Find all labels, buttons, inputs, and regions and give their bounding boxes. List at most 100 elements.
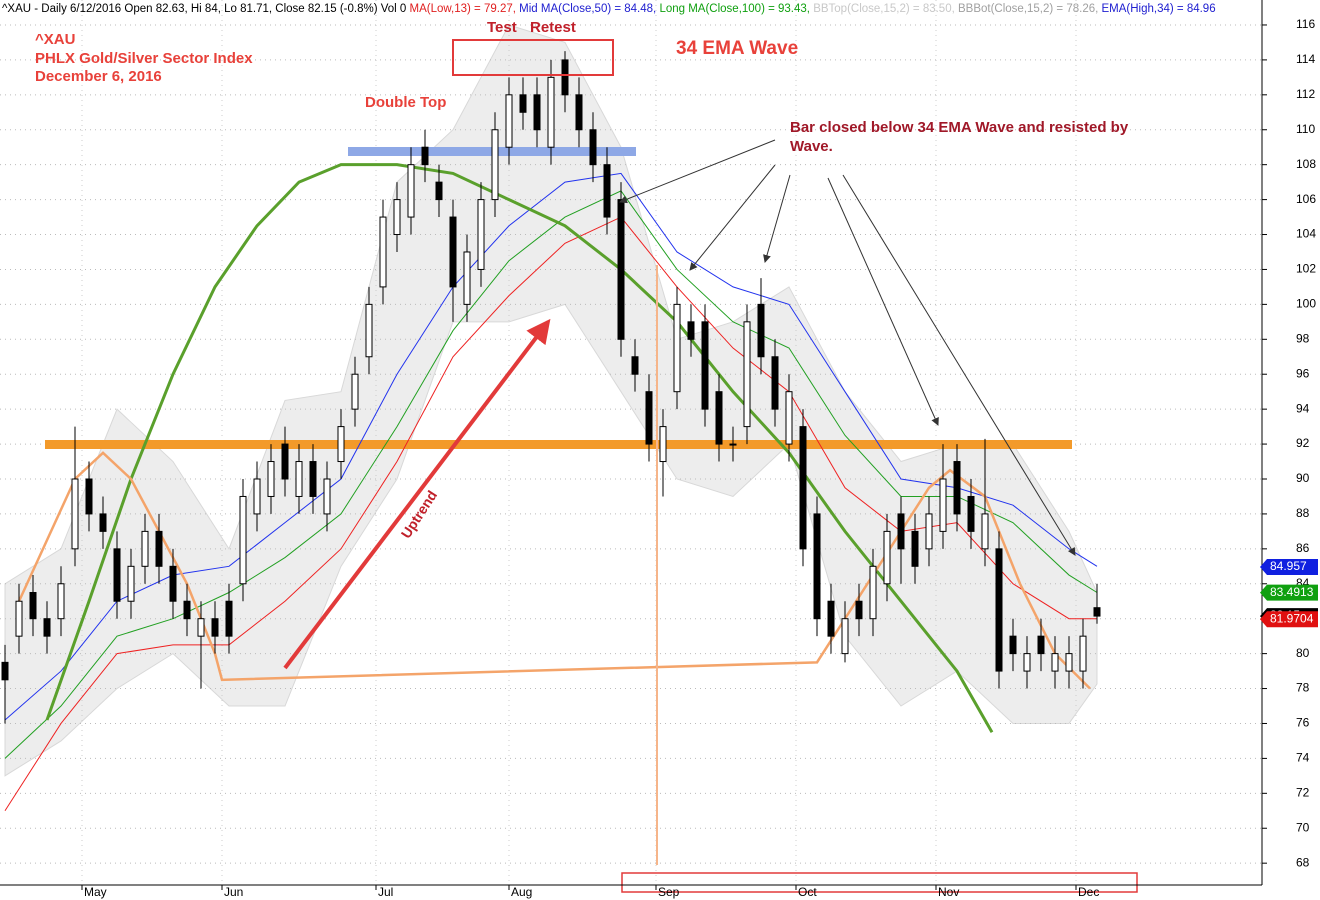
x-tick-label: Jul xyxy=(378,885,393,899)
y-tick-label: 116 xyxy=(1296,17,1315,31)
candle-body xyxy=(71,478,79,550)
arrow xyxy=(619,139,776,204)
candle-body xyxy=(547,76,555,148)
y-tick-label: 94 xyxy=(1296,401,1310,415)
header-segment: ^XAU - Daily 6/12/2016 Open 82.63, Hi 84… xyxy=(2,3,410,15)
header-segment: Long MA(Close,100) = 93.43, xyxy=(659,3,813,15)
header-segment: BBBot(Close,15,2) = 78.26, xyxy=(958,3,1102,15)
candle-body xyxy=(491,129,499,201)
candle-body xyxy=(295,461,303,497)
candle-body xyxy=(1037,635,1045,655)
candle-body xyxy=(715,391,723,445)
candle-body xyxy=(127,565,135,602)
x-tick-label: Dec xyxy=(1078,885,1099,899)
y-tick-label: 90 xyxy=(1296,471,1310,485)
candle-body xyxy=(631,356,639,375)
candle-body xyxy=(981,513,989,550)
x-tick-label: Jun xyxy=(224,885,243,899)
candle-body xyxy=(505,94,513,148)
candle-body xyxy=(15,600,23,637)
resistance-level xyxy=(45,440,1072,449)
candle-body xyxy=(267,461,275,497)
bottom-box xyxy=(621,872,1138,893)
candle-body xyxy=(575,94,583,131)
test: Test xyxy=(487,19,517,36)
candle-body xyxy=(925,513,933,550)
y-tick-label: 106 xyxy=(1296,192,1316,206)
candle-body xyxy=(995,548,1003,672)
candle-body xyxy=(29,592,37,620)
x-tick-label: Aug xyxy=(511,885,532,899)
y-tick-label: 110 xyxy=(1296,122,1315,136)
candle-body xyxy=(337,426,345,463)
candle-body xyxy=(673,303,681,393)
index-name: PHLX Gold/Silver Sector Index xyxy=(35,50,253,67)
candle-body xyxy=(897,513,905,550)
double-top: Double Top xyxy=(365,94,446,111)
x-tick-label: Sep xyxy=(658,885,680,899)
candle-body xyxy=(1,661,9,681)
candle-body xyxy=(589,129,597,166)
candle-body xyxy=(1051,653,1059,672)
candle-body xyxy=(1023,653,1031,672)
candle-body xyxy=(225,600,233,637)
candle-body xyxy=(645,391,653,445)
retest: Retest xyxy=(530,19,576,36)
candle-body xyxy=(169,565,177,602)
candle-body xyxy=(155,530,163,567)
y-tick-label: 80 xyxy=(1296,646,1310,660)
bar-closed-note: Bar closed below 34 EMA Wave and resiste… xyxy=(790,119,1129,155)
indicator-line xyxy=(4,172,1098,721)
arrow xyxy=(842,174,1076,556)
top-box xyxy=(452,39,614,76)
candle-body xyxy=(253,478,261,515)
arrow xyxy=(827,177,939,426)
price-tag-bg xyxy=(1260,559,1318,576)
y-tick-label: 92 xyxy=(1296,436,1310,450)
candle-body xyxy=(911,530,919,567)
date: December 6, 2016 xyxy=(35,68,162,85)
candle-body xyxy=(309,461,317,497)
candle-body xyxy=(421,146,429,166)
candle-body xyxy=(239,495,247,585)
candle-body xyxy=(1009,635,1017,655)
candle-body xyxy=(869,565,877,620)
y-tick-label: 96 xyxy=(1296,366,1310,380)
candle-body xyxy=(771,356,779,410)
price-tag: 81.9704 xyxy=(1260,611,1318,628)
header-segment: MA(Low,13) = 79.27, xyxy=(410,3,520,15)
indicator-line xyxy=(4,216,1097,812)
candle-body xyxy=(1093,607,1101,617)
candle-body xyxy=(407,164,415,218)
candle-body xyxy=(141,530,149,567)
candle-body xyxy=(1079,635,1087,672)
y-tick-label: 102 xyxy=(1296,262,1316,276)
price-tag-label: 81.9704 xyxy=(1270,611,1314,625)
candle-body xyxy=(827,600,835,637)
candle-body xyxy=(757,303,765,358)
price-tag-label: 84.957 xyxy=(1270,559,1307,573)
y-tick-label: 100 xyxy=(1296,297,1316,311)
candle-body xyxy=(883,530,891,585)
y-tick-label: 114 xyxy=(1296,52,1315,66)
arrow xyxy=(689,164,776,271)
header-segment: Mid MA(Close,50) = 84.48, xyxy=(519,3,659,15)
price-tag: 83.4913 xyxy=(1260,584,1318,601)
candle-body xyxy=(477,199,485,270)
candle-body xyxy=(855,600,863,620)
candle-body xyxy=(351,373,359,410)
axis-panel xyxy=(1262,0,1320,900)
candle-body xyxy=(729,443,737,446)
candle-body xyxy=(841,618,849,655)
candle-body xyxy=(561,59,569,96)
y-tick-label: 78 xyxy=(1296,681,1310,695)
y-tick-label: 98 xyxy=(1296,331,1310,345)
candle-body xyxy=(785,391,793,445)
candle-body xyxy=(813,513,821,620)
y-tick-label: 74 xyxy=(1296,751,1310,765)
y-tick-label: 70 xyxy=(1296,820,1310,834)
candle-body xyxy=(379,216,387,288)
candle-body xyxy=(99,513,107,532)
